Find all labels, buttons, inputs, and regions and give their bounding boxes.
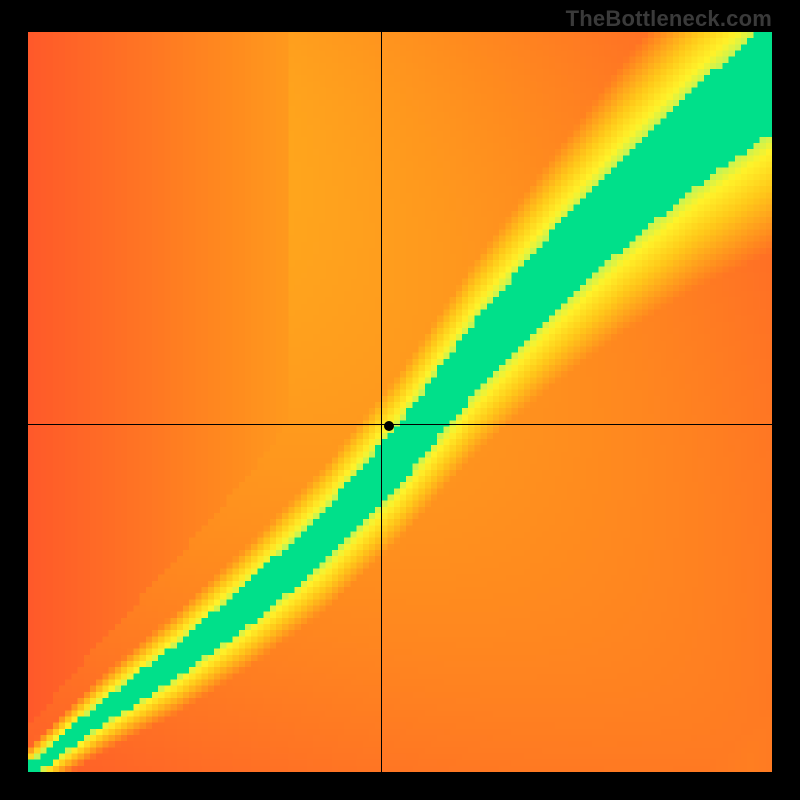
- watermark: TheBottleneck.com: [566, 6, 772, 32]
- heatmap-plot: [28, 32, 772, 772]
- crosshair-vertical: [381, 32, 382, 772]
- selection-marker: [384, 421, 394, 431]
- crosshair-horizontal: [28, 424, 772, 425]
- heatmap-canvas: [28, 32, 772, 772]
